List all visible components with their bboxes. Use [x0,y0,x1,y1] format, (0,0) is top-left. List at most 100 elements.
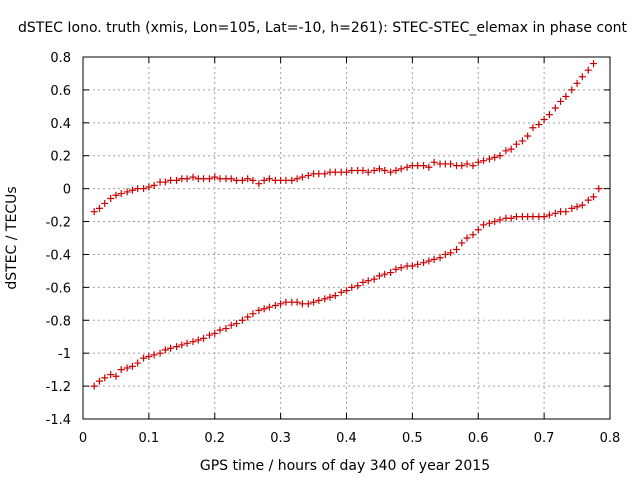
x-tick-label: 0.6 [468,431,489,446]
data-point-upper [524,132,532,140]
data-point-lower [194,336,202,344]
data-point-upper [370,167,378,175]
data-point-lower [469,231,477,239]
y-tick-label: -0.2 [46,216,71,231]
data-point-upper [321,170,329,178]
data-point-lower [562,208,570,216]
data-point-lower [205,331,213,339]
x-tick-label: 0 [79,431,87,446]
data-point-lower [397,264,405,272]
data-point-lower [298,300,306,308]
y-axis-label: dSTEC / TECUs [4,186,20,289]
data-point-upper [315,170,323,178]
data-point-upper [381,167,389,175]
data-point-upper [298,173,306,181]
data-point-lower [140,354,148,362]
data-point-lower [496,216,504,224]
x-tick-label: 0.1 [139,431,160,446]
data-point-upper [90,208,98,216]
data-point-lower [463,234,471,242]
data-point-upper [545,111,553,119]
data-point-upper [167,176,175,184]
data-point-lower [474,226,482,234]
data-point-upper [551,104,559,112]
data-point-lower [326,293,334,301]
data-point-lower [430,255,438,263]
data-point-lower [507,214,515,222]
y-tick-label: -1.4 [46,413,71,428]
data-point-lower [315,297,323,305]
data-point-lower [249,310,257,318]
data-point-lower [551,209,559,217]
data-point-lower [387,269,395,277]
data-point-lower [310,298,318,306]
data-point-lower [216,326,224,334]
data-point-lower [348,283,356,291]
data-point-upper [205,175,213,183]
data-point-lower [381,270,389,278]
data-point-lower [150,351,158,359]
data-point-upper [496,152,504,160]
data-point-upper [485,155,493,163]
data-point-upper [145,183,153,191]
data-point-upper [420,162,428,170]
data-point-lower [343,287,350,295]
data-point-upper [403,163,411,171]
data-point-upper [540,116,548,124]
data-point-lower [370,275,378,283]
data-point-upper [568,86,576,94]
data-point-upper [161,178,169,186]
data-point-lower [265,303,273,311]
data-point-upper [414,162,422,170]
data-point-upper [518,137,526,145]
data-point-lower [95,377,103,385]
data-point-lower [491,218,499,226]
data-point-lower [211,329,219,337]
x-tick-label: 0.5 [402,431,423,446]
data-point-lower [167,344,175,352]
data-point-lower [425,257,433,265]
data-point-lower [145,352,153,360]
data-point-upper [480,157,488,165]
data-point-upper [107,195,115,203]
x-axis-label: GPS time / hours of day 340 of year 2015 [200,458,490,474]
data-point-upper [562,92,570,100]
data-point-upper [200,175,208,183]
data-point-lower [232,320,240,328]
data-point-lower [359,278,367,286]
data-point-lower [354,282,362,290]
y-tick-label: -1.2 [46,380,71,395]
data-point-lower [282,298,290,306]
data-point-upper [249,176,257,184]
data-point-upper [463,160,471,168]
data-point-lower [244,313,252,321]
x-tick-label: 0.4 [336,431,357,446]
data-point-lower [173,343,181,351]
data-point-upper [112,191,120,199]
data-point-upper [95,204,103,212]
data-point-upper [590,60,598,68]
data-point-lower [364,277,372,285]
data-point-lower [227,321,235,329]
data-point-lower [375,272,383,280]
x-tick-label: 0.8 [600,431,621,446]
data-point-upper [573,79,581,87]
data-point-lower [420,259,428,267]
data-point-lower [101,374,109,382]
data-point-lower [134,359,142,367]
data-point-lower [458,239,466,247]
data-point-upper [507,145,515,153]
data-point-lower [485,219,493,227]
y-tick-label: 0.2 [50,150,71,165]
data-points [90,60,603,390]
data-point-upper [244,175,252,183]
data-point-upper [458,162,466,170]
data-point-upper [173,176,181,184]
data-point-upper [491,153,499,161]
data-point-lower [189,338,197,346]
y-tick-label: -0.4 [46,248,71,263]
data-point-upper [469,162,477,170]
gridlines [83,57,610,419]
data-point-lower [183,339,191,347]
data-point-upper [359,167,367,175]
